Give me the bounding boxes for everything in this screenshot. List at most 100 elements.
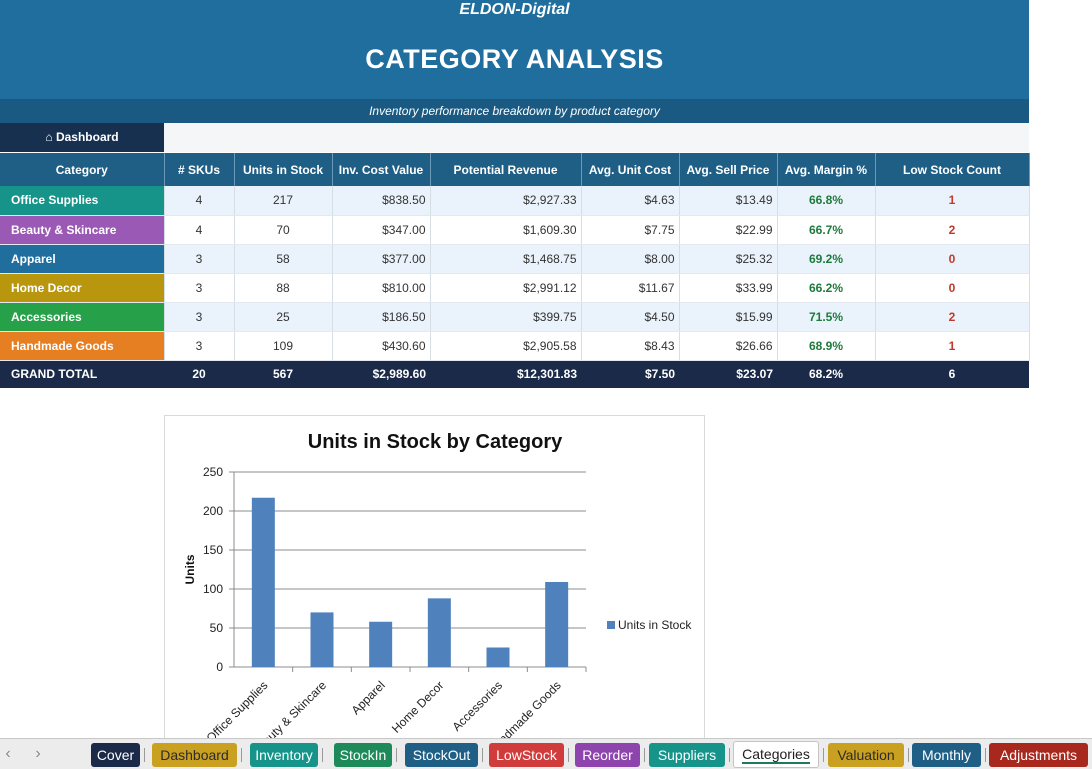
grand-total-row: GRAND TOTAL 20 567 $2,989.60 $12,301.83 … [0,360,1029,388]
column-header[interactable]: Category [0,153,165,186]
tab-separator [241,748,242,762]
units-cell[interactable]: 217 [234,186,333,216]
total-avg-cost-cell[interactable]: $7.50 [581,360,679,388]
avg-price-cell[interactable]: $26.66 [679,331,778,361]
margin-cell[interactable]: 66.2% [777,273,876,303]
column-header[interactable]: Avg. Margin % [777,153,876,186]
avg-cost-cell[interactable]: $8.00 [581,244,680,274]
tab-scroll-left-icon[interactable]: ‹ [5,745,11,762]
total-units-cell[interactable]: 567 [234,360,332,388]
total-cost-value-cell[interactable]: $2,989.60 [332,360,430,388]
sheet-tab-monthly[interactable]: Monthly [912,743,981,767]
sheet-tab-stockin[interactable]: StockIn [334,743,392,767]
category-cell[interactable]: Office Supplies [0,186,165,216]
column-header[interactable]: # SKUs [164,153,235,186]
sheet-tab-suppliers[interactable]: Suppliers [649,743,725,767]
cost-value-cell[interactable]: $186.50 [332,302,431,332]
revenue-cell[interactable]: $1,468.75 [430,244,582,274]
sheet-tab-reorder[interactable]: Reorder [575,743,640,767]
sheet-tab-cover[interactable]: Cover [91,743,140,767]
table-row: Office Supplies 4 217 $838.50 $2,927.33 … [0,186,1030,216]
avg-price-cell[interactable]: $25.32 [679,244,778,274]
category-cell[interactable]: Handmade Goods [0,331,165,361]
worksheet: ELDON-Digital CATEGORY ANALYSIS Inventor… [0,0,1030,738]
total-margin-cell[interactable]: 68.2% [777,360,875,388]
low-stock-cell[interactable]: 1 [875,331,1030,361]
revenue-cell[interactable]: $399.75 [430,302,582,332]
dashboard-link-button[interactable]: ⌂ Dashboard [0,123,164,152]
cost-value-cell[interactable]: $347.00 [332,215,431,245]
skus-cell[interactable]: 3 [164,273,235,303]
table-row: Accessories 3 25 $186.50 $399.75 $4.50 $… [0,302,1030,332]
cost-value-cell[interactable]: $838.50 [332,186,431,216]
low-stock-cell[interactable]: 2 [875,215,1030,245]
column-header[interactable]: Avg. Sell Price [679,153,778,186]
margin-cell[interactable]: 66.7% [777,215,876,245]
low-stock-cell[interactable]: 1 [875,186,1030,216]
avg-cost-cell[interactable]: $8.43 [581,331,680,361]
cost-value-cell[interactable]: $377.00 [332,244,431,274]
total-skus-cell[interactable]: 20 [164,360,234,388]
margin-cell[interactable]: 71.5% [777,302,876,332]
margin-cell[interactable]: 68.9% [777,331,876,361]
y-axis-label: Units [183,554,197,584]
units-chart[interactable]: Units in Stock by Category 0 50 100 150 200 25… [164,415,705,738]
units-cell[interactable]: 70 [234,215,333,245]
sheet-tab-inventory[interactable]: Inventory [250,743,318,767]
category-cell[interactable]: Home Decor [0,273,165,303]
revenue-cell[interactable]: $2,927.33 [430,186,582,216]
sheet-tab-valuation[interactable]: Valuation [828,743,904,767]
avg-price-cell[interactable]: $22.99 [679,215,778,245]
units-cell[interactable]: 88 [234,273,333,303]
units-cell[interactable]: 25 [234,302,333,332]
skus-cell[interactable]: 4 [164,215,235,245]
column-header[interactable]: Units in Stock [234,153,333,186]
y-tick-label: 250 [203,465,223,479]
category-cell[interactable]: Beauty & Skincare [0,215,165,245]
avg-cost-cell[interactable]: $4.63 [581,186,680,216]
tab-scroll-right-icon[interactable]: › [35,745,41,762]
cost-value-cell[interactable]: $810.00 [332,273,431,303]
bar-beauty-skincare [310,612,334,667]
margin-cell[interactable]: 69.2% [777,244,876,274]
avg-cost-cell[interactable]: $7.75 [581,215,680,245]
avg-cost-cell[interactable]: $4.50 [581,302,680,332]
low-stock-cell[interactable]: 0 [875,273,1030,303]
total-avg-price-cell[interactable]: $23.07 [679,360,777,388]
skus-cell[interactable]: 3 [164,302,235,332]
category-cell[interactable]: Apparel [0,244,165,274]
category-cell[interactable]: Accessories [0,302,165,332]
avg-price-cell[interactable]: $13.49 [679,186,778,216]
low-stock-cell[interactable]: 0 [875,244,1030,274]
avg-cost-cell[interactable]: $11.67 [581,273,680,303]
skus-cell[interactable]: 4 [164,186,235,216]
tab-separator [568,748,569,762]
column-header[interactable]: Low Stock Count [875,153,1030,186]
low-stock-cell[interactable]: 2 [875,302,1030,332]
column-header[interactable]: Potential Revenue [430,153,582,186]
sheet-tab-categories[interactable]: Categories [733,741,819,768]
avg-price-cell[interactable]: $15.99 [679,302,778,332]
sheet-tab-lowstock[interactable]: LowStock [489,743,564,767]
sheet-tab-dashboard[interactable]: Dashboard [152,743,237,767]
cost-value-cell[interactable]: $430.60 [332,331,431,361]
avg-price-cell[interactable]: $33.99 [679,273,778,303]
column-header[interactable]: Avg. Unit Cost [581,153,680,186]
total-revenue-cell[interactable]: $12,301.83 [430,360,581,388]
revenue-cell[interactable]: $2,905.58 [430,331,582,361]
total-label-cell[interactable]: GRAND TOTAL [0,360,164,388]
column-header[interactable]: Inv. Cost Value [332,153,431,186]
revenue-cell[interactable]: $2,991.12 [430,273,582,303]
tab-separator [144,748,145,762]
skus-cell[interactable]: 3 [164,244,235,274]
table-header-row: Category # SKUs Units in Stock Inv. Cost… [0,153,1030,186]
sheet-tab-adjustments[interactable]: Adjustments [989,743,1088,767]
units-cell[interactable]: 109 [234,331,333,361]
sheet-tab-stockout[interactable]: StockOut [405,743,478,767]
margin-cell[interactable]: 66.8% [777,186,876,216]
skus-cell[interactable]: 3 [164,331,235,361]
units-cell[interactable]: 58 [234,244,333,274]
revenue-cell[interactable]: $1,609.30 [430,215,582,245]
total-low-stock-cell[interactable]: 6 [875,360,1029,388]
x-tick-label: Home Decor [389,678,447,736]
